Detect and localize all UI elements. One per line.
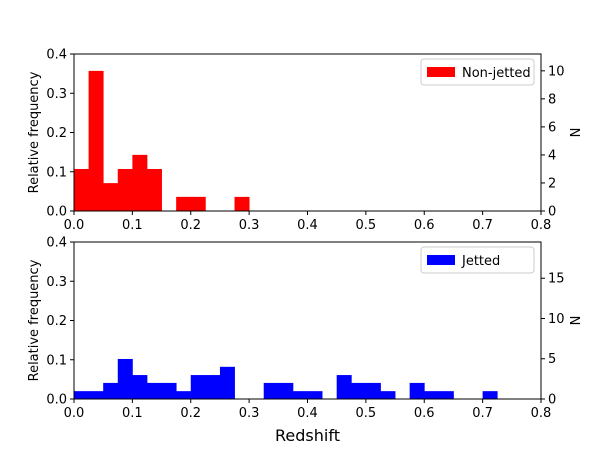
y2-tick-label: 15 xyxy=(548,272,565,287)
legend-swatch xyxy=(427,67,455,77)
histogram-bar xyxy=(424,391,440,399)
x-tick-label: 0.3 xyxy=(239,218,260,233)
x-tick-label: 0.8 xyxy=(531,218,552,233)
x-tick-label: 0.2 xyxy=(180,218,201,233)
y-tick-label: 0.2 xyxy=(46,314,67,329)
histogram-bar xyxy=(176,196,192,211)
histogram-bar xyxy=(438,391,454,399)
x-tick-label: 0.5 xyxy=(356,406,377,421)
y2-tick-label: 10 xyxy=(548,312,565,327)
y2-axis-label: N xyxy=(566,316,581,326)
x-tick-label: 0.1 xyxy=(122,218,143,233)
y-axis-label: Relative frequency xyxy=(27,259,42,381)
y2-axis-label: N xyxy=(566,128,581,138)
histogram-bar xyxy=(278,382,294,399)
y2-tick-label: 4 xyxy=(548,148,556,163)
x-tick-label: 0.8 xyxy=(531,406,552,421)
histogram-bar xyxy=(117,358,133,399)
x-tick-label: 0.3 xyxy=(239,406,260,421)
histogram-bar xyxy=(74,169,89,211)
top-panel: 0.0 0.1 0.2 0.3 0.4 0.5 0.6 0.7 0.8 0.0 0.1 0.2 0.3 0… xyxy=(27,48,581,234)
histogram-bar xyxy=(482,391,498,399)
legend-box xyxy=(420,246,535,274)
histogram-bar xyxy=(365,382,381,399)
x-tick-label: 0.2 xyxy=(180,406,201,421)
x-tick-label: 0.7 xyxy=(472,218,493,233)
legend-label: Non-jetted xyxy=(462,66,531,81)
histogram-bar xyxy=(146,382,162,399)
x-tick-label: 0.0 xyxy=(64,218,85,233)
histogram-bar xyxy=(380,391,396,399)
x-tick-label: 0.6 xyxy=(414,218,435,233)
y-tick-label: 0.3 xyxy=(46,87,67,102)
histogram-bar xyxy=(132,154,148,211)
y2-tick-label: 8 xyxy=(548,92,556,107)
y-tick-label: 0.1 xyxy=(46,165,67,180)
bottom-panel: 0.0 0.1 0.2 0.3 0.4 0.5 0.6 0.7 0.8 0.0 0.1 0.2 0.3 0… xyxy=(27,236,581,446)
histogram-bar xyxy=(117,169,133,211)
histogram-bar xyxy=(409,382,425,399)
histogram-bar xyxy=(132,375,148,399)
histogram-bar xyxy=(351,382,367,399)
histogram-bar xyxy=(263,382,279,399)
histogram-bar xyxy=(205,375,221,399)
legend-swatch xyxy=(427,255,455,265)
legend: Jetted xyxy=(420,246,535,274)
y2-tick-label: 0 xyxy=(548,205,556,220)
histogram-bar xyxy=(219,366,235,399)
y-tick-label: 0.0 xyxy=(46,205,67,220)
legend-box xyxy=(420,58,535,86)
histogram-bar xyxy=(190,196,206,211)
histogram-bar xyxy=(234,196,250,211)
histogram-bar xyxy=(146,169,162,211)
histogram-bar xyxy=(176,391,192,399)
histogram-bar xyxy=(88,70,104,211)
histogram-bar xyxy=(190,375,206,399)
y2-tick-label: 5 xyxy=(548,352,556,367)
x-tick-label: 0.4 xyxy=(297,218,318,233)
y2-tick-label: 2 xyxy=(548,176,556,191)
histogram-bar xyxy=(336,375,352,399)
y2-tick-label: 6 xyxy=(548,120,556,135)
x-tick-label: 0.5 xyxy=(356,218,377,233)
y-axis-label: Relative frequency xyxy=(27,71,42,193)
y2-tick-label: 10 xyxy=(548,64,565,79)
x-tick-label: 0.0 xyxy=(64,406,85,421)
x-axis-label: Redshift xyxy=(275,426,340,445)
x-tick-label: 0.7 xyxy=(472,406,493,421)
x-tick-label: 0.6 xyxy=(414,406,435,421)
histogram-bar xyxy=(307,391,323,399)
y-tick-label: 0.4 xyxy=(46,236,67,251)
x-tick-label: 0.1 xyxy=(122,406,143,421)
y2-tick-label: 0 xyxy=(548,393,556,408)
y-tick-label: 0.1 xyxy=(46,353,67,368)
x-tick-label: 0.4 xyxy=(297,406,318,421)
histogram-bar xyxy=(88,391,104,399)
histogram-bar xyxy=(103,382,119,399)
histogram-bar xyxy=(292,391,308,399)
legend: Non-jetted xyxy=(420,58,535,86)
histogram-bar xyxy=(74,391,89,399)
y-tick-label: 0.0 xyxy=(46,393,67,408)
histogram-bar xyxy=(103,183,119,211)
histogram-bar xyxy=(161,382,177,399)
y-tick-label: 0.2 xyxy=(46,126,67,141)
y-tick-label: 0.3 xyxy=(46,275,67,290)
y-tick-label: 0.4 xyxy=(46,48,67,63)
legend-label: Jetted xyxy=(461,254,500,269)
